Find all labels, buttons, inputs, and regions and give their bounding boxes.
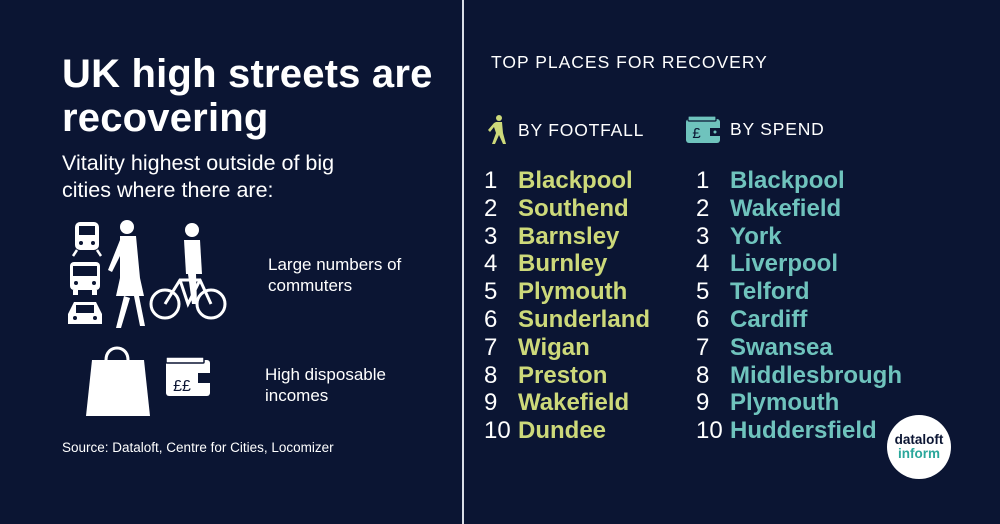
commuter-icons xyxy=(64,218,230,330)
reason-incomes: High disposable incomes xyxy=(265,365,386,405)
list-item: 1 Blackpool xyxy=(696,167,902,195)
list-item: 3 Barnsley xyxy=(484,223,650,251)
rank-number: 10 xyxy=(696,417,723,445)
rank-number: 6 xyxy=(696,305,710,333)
city-name: Burnley xyxy=(518,250,608,278)
divider xyxy=(462,0,464,524)
spend-label: BY SPEND xyxy=(730,118,825,139)
city-name: Blackpool xyxy=(730,167,845,194)
list-item: 4 Liverpool xyxy=(696,250,902,278)
city-name: Wakefield xyxy=(518,389,630,417)
rank-number: 1 xyxy=(696,167,710,194)
rank-number: 4 xyxy=(696,250,710,278)
city-name: Blackpool xyxy=(518,167,633,194)
rank-number: 7 xyxy=(696,333,710,361)
city-name: Wigan xyxy=(518,333,590,361)
rank-number: 2 xyxy=(484,194,498,222)
spend-wallet-icon: £ xyxy=(686,115,720,143)
rank-number: 3 xyxy=(696,222,710,250)
spend-currency-text: £ xyxy=(692,125,701,142)
list-item: 7 Swansea xyxy=(696,334,902,362)
city-name: Dundee xyxy=(518,417,607,445)
city-name: Telford xyxy=(730,278,810,306)
list-item: 10 Huddersfield xyxy=(696,417,902,445)
city-name: Barnsley xyxy=(518,222,620,250)
page-title: UK high streets are recovering xyxy=(62,52,433,140)
city-name: Sunderland xyxy=(518,305,651,333)
city-name: Cardiff xyxy=(730,305,808,333)
source-note: Source: Dataloft, Centre for Cities, Loc… xyxy=(62,440,334,455)
city-name: Plymouth xyxy=(518,278,628,306)
city-name: Southend xyxy=(518,194,629,222)
logo-text-dataloft: dataloft xyxy=(894,432,944,447)
cyclist-icon xyxy=(149,223,227,320)
logo-text-inform: inform xyxy=(898,446,940,461)
list-item: 6 Cardiff xyxy=(696,306,902,334)
city-name: Swansea xyxy=(730,333,833,361)
city-name: Liverpool xyxy=(730,250,839,278)
rank-number: 9 xyxy=(696,389,710,417)
rank-number: 8 xyxy=(696,361,710,389)
list-item: 1 Blackpool xyxy=(484,167,650,195)
list-item: 9 Plymouth xyxy=(696,389,902,417)
reason-commuters: Large numbers of commuters xyxy=(268,255,402,295)
rank-number: 10 xyxy=(484,417,511,445)
shopping-bag-icon xyxy=(86,346,150,416)
city-name: Plymouth xyxy=(730,389,840,417)
income-icons: ££ xyxy=(86,340,216,416)
list-item: 3 York xyxy=(696,223,902,251)
list-item: 4 Burnley xyxy=(484,250,650,278)
footfall-header: BY FOOTFALL xyxy=(488,115,644,145)
spend-ranking-list: 1 Blackpool 2 Wakefield 3 York 4 Liverpool 5… xyxy=(696,167,902,445)
list-item: 7 Wigan xyxy=(484,334,650,362)
wallet-currency-text: ££ xyxy=(173,378,191,395)
rank-number: 5 xyxy=(484,278,498,306)
spend-header: £ BY SPEND xyxy=(686,115,825,143)
list-item: 2 Wakefield xyxy=(696,195,902,223)
dataloft-logo: dataloft inform xyxy=(887,415,951,479)
train-icon xyxy=(71,222,103,257)
rank-number: 9 xyxy=(484,389,498,417)
footfall-label: BY FOOTFALL xyxy=(518,119,645,140)
list-item: 8 Preston xyxy=(484,362,650,390)
rank-number: 1 xyxy=(484,167,498,194)
list-item: 10 Dundee xyxy=(484,417,650,445)
rankings-heading: TOP PLACES FOR RECOVERY xyxy=(491,52,768,72)
rank-number: 2 xyxy=(696,194,710,222)
city-name: Middlesbrough xyxy=(730,361,902,389)
walking-woman-icon xyxy=(108,220,145,328)
footfall-ranking-list: 1 Blackpool 2 Southend 3 Barnsley 4 Burnley … xyxy=(484,167,650,445)
city-name: York xyxy=(730,222,782,250)
list-item: 8 Middlesbrough xyxy=(696,362,902,390)
rank-number: 6 xyxy=(484,305,498,333)
walking-person-icon xyxy=(488,115,506,144)
list-item: 9 Wakefield xyxy=(484,389,650,417)
city-name: Preston xyxy=(518,361,608,389)
rank-number: 5 xyxy=(696,278,710,306)
rank-number: 4 xyxy=(484,250,498,278)
list-item: 5 Plymouth xyxy=(484,278,650,306)
rank-number: 3 xyxy=(484,222,498,250)
subtitle: Vitality highest outside of big cities w… xyxy=(62,151,335,202)
rank-number: 8 xyxy=(484,361,498,389)
city-name: Wakefield xyxy=(730,194,842,222)
rank-number: 7 xyxy=(484,333,498,361)
list-item: 6 Sunderland xyxy=(484,306,650,334)
wallet-icon: ££ xyxy=(165,356,210,396)
bus-icon xyxy=(70,262,100,295)
list-item: 2 Southend xyxy=(484,195,650,223)
city-name: Huddersfield xyxy=(730,417,877,445)
car-icon xyxy=(68,302,102,324)
list-item: 5 Telford xyxy=(696,278,902,306)
